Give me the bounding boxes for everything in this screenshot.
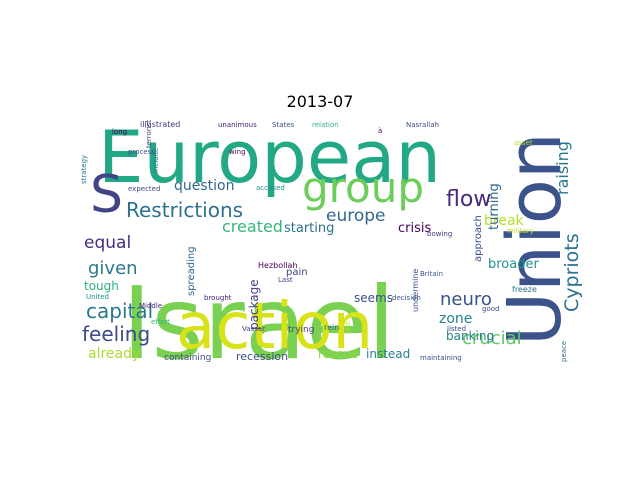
cloud-word: process <box>128 148 155 156</box>
cloud-word: United <box>86 293 109 301</box>
cloud-word: flow <box>446 187 491 212</box>
cloud-word: approach <box>473 215 484 262</box>
cloud-word: turning <box>487 183 502 230</box>
cloud-word: Last <box>278 276 293 284</box>
cloud-word: asset <box>514 139 533 147</box>
cloud-word: question <box>174 178 234 194</box>
cloud-word: illustrated <box>140 120 180 129</box>
cloud-word: expected <box>128 185 160 193</box>
cloud-word: last <box>344 321 352 334</box>
cloud-word: capital <box>86 299 153 323</box>
cloud-word: seems <box>354 291 393 305</box>
cloud-word: neuro <box>440 289 492 310</box>
cloud-word: starting <box>284 221 334 236</box>
cloud-word: instead <box>366 347 410 361</box>
cloud-word: European <box>98 115 441 199</box>
cloud-word: rescue <box>318 347 358 361</box>
cloud-word: military <box>507 227 534 235</box>
cloud-word: raising <box>553 141 572 195</box>
cloud-word: tough <box>84 279 119 293</box>
cloud-word: trying <box>288 325 314 335</box>
cloud-word: listed <box>447 325 466 333</box>
cloud-word: good <box>482 305 499 313</box>
cloud-word: include <box>152 148 160 173</box>
cloud-word: Hezbollah <box>258 261 298 270</box>
cloud-word: wing <box>229 148 246 156</box>
cloud-word: crisis <box>398 221 431 236</box>
chart-title: 2013-07 <box>286 92 354 111</box>
cloud-word: crucial <box>462 328 522 349</box>
cloud-word: spreading <box>186 246 197 296</box>
cloud-word: maintaining <box>420 354 462 362</box>
cloud-word: already <box>88 346 140 362</box>
cloud-word: Cypriots <box>561 233 583 312</box>
cloud-word: Vassar <box>242 325 265 333</box>
cloud-word: break <box>484 213 525 229</box>
cloud-word: pain <box>286 267 308 278</box>
cloud-word: feeling <box>82 322 150 346</box>
cloud-word: unanimous <box>218 121 257 129</box>
cloud-word: Union <box>492 132 578 346</box>
cloud-word: broader <box>488 257 539 272</box>
cloud-word: strategy <box>80 155 88 184</box>
cloud-word: à <box>378 127 382 135</box>
cloud-word: States <box>272 121 295 129</box>
cloud-word: action <box>176 290 373 364</box>
cloud-word: relation <box>312 121 339 129</box>
cloud-word: equal <box>84 233 131 253</box>
cloud-word: decision <box>392 294 421 302</box>
cloud-word: effort <box>151 318 170 326</box>
cloud-word: long <box>112 128 127 136</box>
cloud-word: bowing <box>427 230 452 238</box>
cloud-word: terrorist <box>145 120 153 148</box>
cloud-word: peace <box>560 341 568 362</box>
cloud-word: given <box>88 258 138 279</box>
cloud-word: Middle <box>139 302 162 310</box>
cloud-word: europe <box>326 206 386 226</box>
cloud-word: Restrictions <box>126 198 243 222</box>
cloud-word: brought <box>204 294 232 302</box>
cloud-word: accused <box>256 184 285 192</box>
cloud-word: zone <box>439 311 472 327</box>
cloud-word: banking <box>446 329 494 343</box>
cloud-word: containing <box>164 353 211 363</box>
cloud-word: S <box>90 165 123 225</box>
cloud-word: undermine <box>411 269 420 312</box>
cloud-word: Israel <box>122 265 395 382</box>
cloud-word: group <box>302 163 424 212</box>
cloud-word: package <box>247 279 261 330</box>
cloud-word: Britain <box>420 270 443 278</box>
cloud-word: freeze <box>512 285 537 294</box>
cloud-word: Nasrallah <box>406 121 439 129</box>
cloud-word: recession <box>236 350 288 363</box>
cloud-word: rein <box>324 323 339 332</box>
cloud-word: created <box>222 217 283 236</box>
